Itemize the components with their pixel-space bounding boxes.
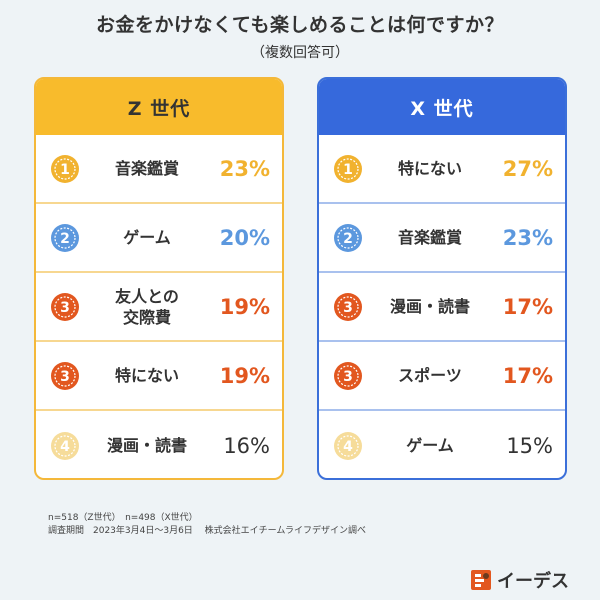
logo-text: イーデス — [497, 571, 569, 592]
ranking-row: 4 ゲーム 15% — [319, 411, 565, 478]
rank-medal-icon: 3 — [334, 361, 362, 390]
item-percentage: 17% — [502, 294, 553, 319]
ranking-row: 4 漫画・読書 16% — [36, 411, 282, 478]
rank-medal-icon: 1 — [51, 154, 79, 183]
page-title: お金をかけなくても楽しめることは何ですか？ — [96, 14, 504, 36]
item-label: 友人との 交際費 — [115, 286, 179, 327]
svg-text:1: 1 — [343, 162, 353, 178]
svg-text:2: 2 — [60, 231, 70, 247]
panel-z-generation: Z 世代 1 音楽鑑賞 23% 2 ゲーム 20% 3 友人との 交際費 19% … — [34, 77, 284, 480]
ranking-list-z: 1 音楽鑑賞 23% 2 ゲーム 20% 3 友人との 交際費 19% 3 特にな… — [36, 135, 282, 478]
item-label: ゲーム — [123, 228, 171, 247]
ranking-row: 3 漫画・読書 17% — [319, 273, 565, 342]
page-subtitle: （複数回答可） — [251, 45, 349, 61]
svg-text:2: 2 — [343, 231, 353, 247]
ranking-row: 3 特にない 19% — [36, 342, 282, 411]
svg-text:1: 1 — [60, 162, 70, 178]
rank-medal-icon: 1 — [334, 154, 362, 183]
item-label: ゲーム — [406, 436, 454, 455]
ranking-row: 1 特にない 27% — [319, 135, 565, 204]
svg-text:3: 3 — [60, 369, 70, 385]
item-percentage: 23% — [219, 156, 270, 181]
panel-heading-x: X 世代 — [319, 79, 565, 135]
ides-logo: イーデス — [469, 567, 569, 593]
item-label: スポーツ — [398, 366, 462, 385]
item-percentage: 27% — [502, 156, 553, 181]
ranking-list-x: 1 特にない 27% 2 音楽鑑賞 23% 3 漫画・読書 17% 3 スポーツ… — [319, 135, 565, 478]
rank-medal-icon: 3 — [334, 292, 362, 321]
rank-medal-icon: 3 — [51, 361, 79, 390]
ranking-row: 1 音楽鑑賞 23% — [36, 135, 282, 204]
item-label: 音楽鑑賞 — [397, 228, 462, 247]
panel-x-generation: X 世代 1 特にない 27% 2 音楽鑑賞 23% 3 漫画・読書 17% 3… — [317, 77, 567, 480]
rank-medal-icon: 4 — [51, 431, 79, 460]
panel-heading-z: Z 世代 — [36, 79, 282, 135]
rank-medal-icon: 2 — [334, 223, 362, 252]
item-label: 漫画・読書 — [106, 436, 187, 455]
item-percentage: 19% — [219, 363, 270, 388]
ides-logo-icon — [471, 570, 491, 590]
item-percentage: 15% — [506, 433, 553, 458]
survey-period-note: 調査期間 2023年3月4日～3月6日 株式会社エイチームライフデザイン調べ — [48, 526, 366, 536]
item-label: 特にない — [397, 159, 462, 178]
svg-text:3: 3 — [343, 369, 353, 385]
item-percentage: 20% — [219, 225, 270, 250]
ranking-row: 3 友人との 交際費 19% — [36, 273, 282, 342]
rank-medal-icon: 3 — [51, 292, 79, 321]
svg-text:3: 3 — [60, 300, 70, 316]
ranking-row: 3 スポーツ 17% — [319, 342, 565, 411]
item-percentage: 16% — [223, 433, 270, 458]
item-percentage: 17% — [502, 363, 553, 388]
rank-medal-icon: 4 — [334, 431, 362, 460]
sample-size-note: n=518（Z世代） n=498（X世代） — [48, 513, 198, 523]
item-percentage: 23% — [502, 225, 553, 250]
item-label: 音楽鑑賞 — [114, 159, 179, 178]
item-percentage: 19% — [219, 294, 270, 319]
svg-text:3: 3 — [343, 300, 353, 316]
rank-medal-icon: 2 — [51, 223, 79, 252]
svg-text:4: 4 — [343, 439, 353, 455]
svg-text:4: 4 — [60, 439, 70, 455]
ranking-row: 2 音楽鑑賞 23% — [319, 204, 565, 273]
ranking-row: 2 ゲーム 20% — [36, 204, 282, 273]
item-label: 漫画・読書 — [389, 297, 470, 316]
item-label: 特にない — [114, 366, 179, 385]
